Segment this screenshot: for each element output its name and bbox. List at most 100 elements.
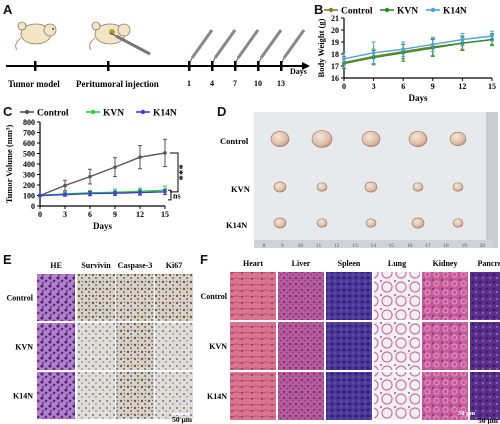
data-point xyxy=(163,151,167,155)
data-point xyxy=(401,47,405,51)
y-tick-label: 800 xyxy=(23,118,35,127)
y-tick-label: 500 xyxy=(23,150,35,159)
legend-label: KVN xyxy=(103,109,124,119)
ruler-number: 13 xyxy=(352,243,358,249)
x-tick-label: 15 xyxy=(161,210,169,219)
histology-image xyxy=(470,272,500,320)
legend-label: KVN xyxy=(397,7,418,17)
tumor-row-label: KVN xyxy=(231,184,251,194)
tumor-sample xyxy=(311,130,333,148)
tumor-sample xyxy=(316,218,328,228)
row-label: K14N xyxy=(13,392,33,401)
histology-image xyxy=(116,274,154,321)
data-point xyxy=(138,190,142,195)
day-label: 10 xyxy=(254,79,262,88)
x-tick-label: 0 xyxy=(342,82,346,91)
x-tick-label: 9 xyxy=(431,82,435,91)
histology-image xyxy=(470,322,500,370)
data-point xyxy=(63,183,67,188)
scale-bar-label: 50 μm xyxy=(458,410,476,417)
row-label: K14N xyxy=(207,392,227,401)
legend-label: K14N xyxy=(153,109,177,119)
day-label: 4 xyxy=(210,79,214,88)
histology-image xyxy=(470,372,500,420)
legend-label: Control xyxy=(341,7,373,17)
histology-panel-f: Heart Liver Spleen Lung Kidney Pancreas Contro… xyxy=(200,259,500,424)
histology-image xyxy=(422,322,468,370)
column-label: Caspase-3 xyxy=(118,261,153,270)
histology-image xyxy=(278,322,324,370)
series-line xyxy=(39,191,166,197)
ruler-number: 8 xyxy=(263,243,266,249)
x-axis-label: Days xyxy=(93,221,112,231)
timeline-panel: Tumor model Peritumoral injection 1 4 7 … xyxy=(6,21,310,89)
data-point xyxy=(38,193,42,198)
data-point xyxy=(113,191,117,195)
tumor-sample xyxy=(452,218,464,228)
ruler-number: 12 xyxy=(334,243,340,249)
x-tick-label: 3 xyxy=(372,82,376,91)
column-label: Survivin xyxy=(81,261,111,270)
y-tick-label: 0 xyxy=(31,202,35,211)
histology-image xyxy=(77,323,115,370)
significance-bracket xyxy=(170,152,179,193)
tumor-sample xyxy=(408,131,428,147)
ruler-number: 14 xyxy=(370,243,376,249)
legend-label: Control xyxy=(37,109,69,119)
legend-marker xyxy=(384,7,390,13)
significance-label: *** xyxy=(177,164,189,181)
syringe-icon xyxy=(281,29,306,63)
data-point xyxy=(138,155,142,159)
panel-letter-e: E xyxy=(3,252,12,267)
tumor-sample xyxy=(449,131,467,147)
x-tick-label: 6 xyxy=(88,210,92,219)
histology-image xyxy=(116,323,154,370)
y-tick-label: 100 xyxy=(23,192,35,201)
data-point xyxy=(88,174,92,179)
legend-marker xyxy=(140,109,146,115)
row-label: Control xyxy=(6,294,33,303)
ruler-number: 17 xyxy=(425,243,431,249)
panel-letter-a: A xyxy=(3,2,13,17)
y-tick-label: 18 xyxy=(331,50,339,59)
data-point xyxy=(88,191,92,196)
legend-marker xyxy=(328,7,334,13)
series-line xyxy=(343,35,493,60)
column-label: Pancreas xyxy=(478,259,500,268)
tumor-sample xyxy=(273,181,287,193)
y-axis-label: Body Weight (g) xyxy=(316,18,326,77)
histology-image xyxy=(422,272,468,320)
histology-image xyxy=(77,372,115,419)
ruler-number: 16 xyxy=(407,243,413,249)
y-tick-label: 700 xyxy=(23,129,35,138)
histology-image xyxy=(37,274,75,321)
ruler-number: 20 xyxy=(480,243,486,249)
histology-image xyxy=(230,372,276,420)
y-tick-label: 21 xyxy=(331,14,339,23)
x-tick-label: 12 xyxy=(458,82,466,91)
column-label: HE xyxy=(50,261,62,270)
histology-image xyxy=(422,372,468,420)
histology-image xyxy=(230,322,276,370)
series-line xyxy=(343,38,493,65)
histology-image xyxy=(374,372,420,420)
syringe-icon xyxy=(235,29,260,63)
mouse-with-tumor-icon xyxy=(89,21,131,51)
column-label: Spleen xyxy=(338,259,361,268)
histology-image xyxy=(155,274,193,321)
data-point xyxy=(371,51,376,55)
day-label: 13 xyxy=(277,79,285,88)
ruler-number: 11 xyxy=(316,243,322,249)
x-tick-label: 6 xyxy=(401,82,405,91)
column-label: Kidney xyxy=(433,259,458,268)
histology-image xyxy=(278,272,324,320)
row-label: KVN xyxy=(209,342,227,351)
panel-letter-b: B xyxy=(314,2,324,17)
tumor-sample xyxy=(452,182,464,192)
y-tick-label: 400 xyxy=(23,160,35,169)
tumor-sample xyxy=(365,218,377,228)
tumor-sample xyxy=(273,217,287,229)
row-label: KVN xyxy=(15,343,33,352)
y-tick-label: 300 xyxy=(23,171,35,180)
